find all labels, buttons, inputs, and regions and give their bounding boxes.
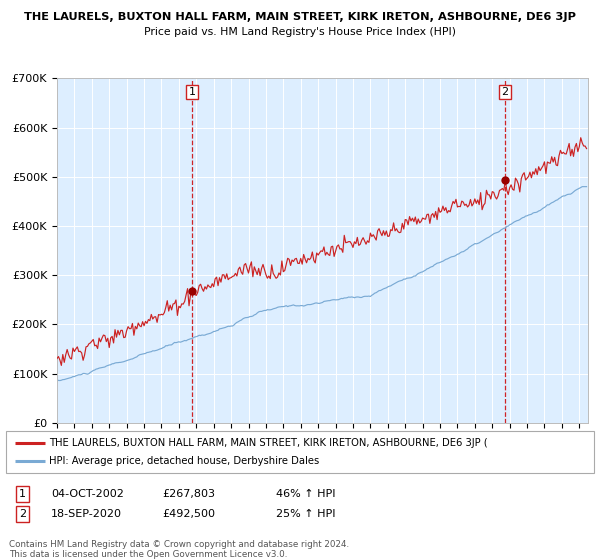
- Text: 04-OCT-2002: 04-OCT-2002: [51, 489, 124, 499]
- Text: 18-SEP-2020: 18-SEP-2020: [51, 509, 122, 519]
- Text: 25% ↑ HPI: 25% ↑ HPI: [276, 509, 335, 519]
- Text: 46% ↑ HPI: 46% ↑ HPI: [276, 489, 335, 499]
- Text: THE LAURELS, BUXTON HALL FARM, MAIN STREET, KIRK IRETON, ASHBOURNE, DE6 3JP: THE LAURELS, BUXTON HALL FARM, MAIN STRE…: [24, 12, 576, 22]
- Text: £492,500: £492,500: [162, 509, 215, 519]
- Text: Contains HM Land Registry data © Crown copyright and database right 2024.
This d: Contains HM Land Registry data © Crown c…: [9, 540, 349, 559]
- Text: £267,803: £267,803: [162, 489, 215, 499]
- Text: 1: 1: [19, 489, 26, 499]
- Text: 2: 2: [501, 87, 508, 97]
- Text: HPI: Average price, detached house, Derbyshire Dales: HPI: Average price, detached house, Derb…: [49, 456, 319, 466]
- Text: Price paid vs. HM Land Registry's House Price Index (HPI): Price paid vs. HM Land Registry's House …: [144, 27, 456, 37]
- Text: 1: 1: [188, 87, 196, 97]
- Text: THE LAURELS, BUXTON HALL FARM, MAIN STREET, KIRK IRETON, ASHBOURNE, DE6 3JP (: THE LAURELS, BUXTON HALL FARM, MAIN STRE…: [49, 438, 488, 448]
- Text: 2: 2: [19, 509, 26, 519]
